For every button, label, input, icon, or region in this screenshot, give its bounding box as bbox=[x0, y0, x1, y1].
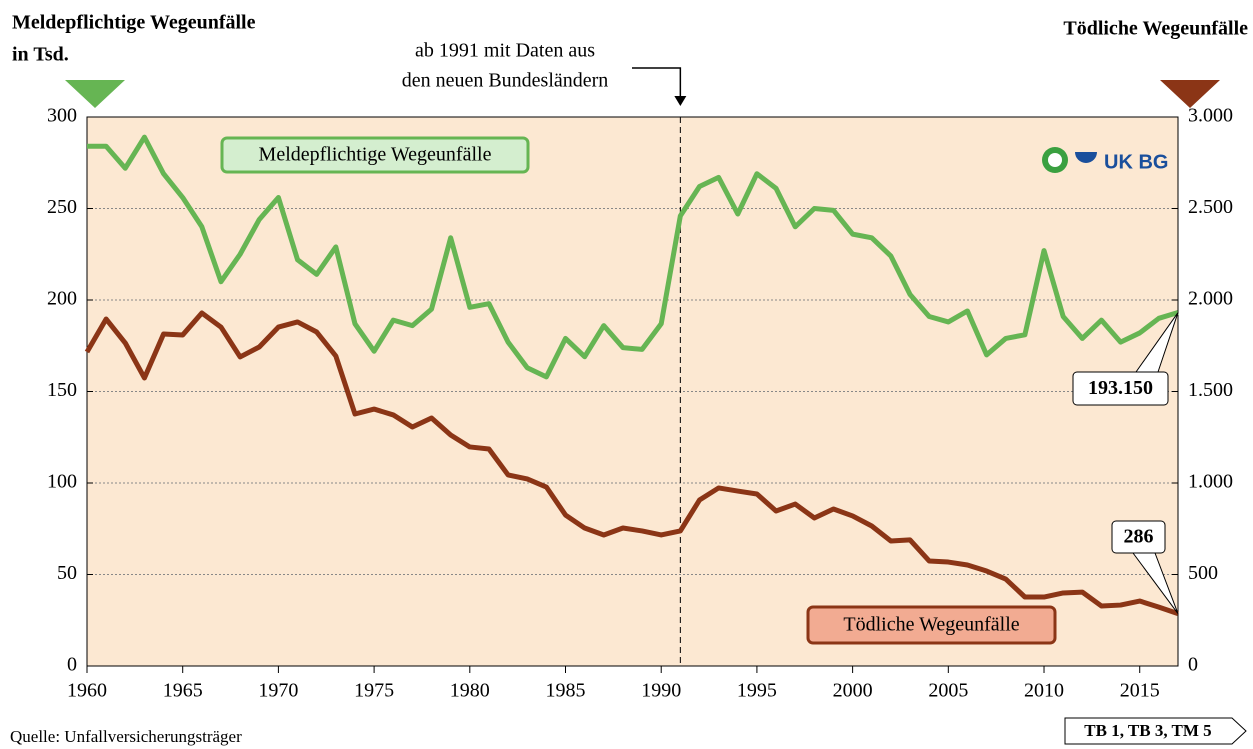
annotation-arrowhead bbox=[674, 96, 687, 106]
y2-tick-label: 2.500 bbox=[1188, 196, 1233, 218]
callout-box bbox=[1072, 371, 1169, 406]
value-label: 286 bbox=[1124, 526, 1154, 548]
callout-pointer bbox=[1135, 312, 1179, 373]
x-tick-label: 1975 bbox=[354, 680, 394, 702]
value-label: 193.150 bbox=[1088, 377, 1153, 399]
y-tick-label: 200 bbox=[47, 288, 77, 310]
chart-layer: 0 50 100 150 200 250 300 0 500 1.000 1.500 2.000 2.5… bbox=[47, 40, 1233, 702]
y2-tick-label: 1.000 bbox=[1188, 471, 1233, 493]
y2-tick-label: 2.000 bbox=[1188, 288, 1233, 310]
y2-tick-label: 1.500 bbox=[1188, 379, 1233, 401]
x-tick-label: 1965 bbox=[163, 680, 203, 702]
x-tick-label: 1985 bbox=[546, 680, 586, 702]
y-title-line1: Meldepflichtige Wegeunfälle bbox=[12, 12, 256, 34]
badge: TB 1, TB 3, TM 5 bbox=[1084, 721, 1211, 740]
logo-text: UK BG bbox=[1104, 151, 1168, 173]
source: Quelle: Unfallversicherungsträger bbox=[10, 727, 242, 746]
legend-label: Tödliche Wegeunfälle bbox=[843, 614, 1019, 636]
logo-icon-2 bbox=[1075, 152, 1097, 163]
y-tick-label: 50 bbox=[57, 562, 77, 584]
y2-tick-label: 3.000 bbox=[1188, 105, 1233, 127]
x-tick-label: 2010 bbox=[1024, 680, 1064, 702]
y-tick-label: 0 bbox=[67, 654, 77, 676]
y-tick-label: 250 bbox=[47, 196, 77, 218]
legend-box bbox=[806, 605, 1057, 645]
logo-icon-inner bbox=[1048, 153, 1062, 167]
legend-box bbox=[220, 136, 530, 174]
y2-tick-label: 500 bbox=[1188, 562, 1218, 584]
y-title-line2: in Tsd. bbox=[12, 44, 69, 66]
annotation-line1: ab 1991 mit Daten aus bbox=[415, 40, 595, 62]
x-tick-label: 2015 bbox=[1120, 680, 1160, 702]
y2-title: Tödliche Wegeunfälle bbox=[1063, 18, 1248, 40]
callout-box bbox=[1111, 520, 1166, 554]
x-tick-label: 2000 bbox=[833, 680, 873, 702]
x-tick-label: 1970 bbox=[258, 680, 298, 702]
annotation-arrow bbox=[632, 67, 682, 100]
y2-marker bbox=[1160, 80, 1220, 108]
legend-label: Meldepflichtige Wegeunfälle bbox=[259, 144, 492, 166]
y-marker bbox=[65, 80, 125, 108]
callout-pointer bbox=[1132, 552, 1179, 614]
y2-tick-label: 0 bbox=[1188, 654, 1198, 676]
series-line bbox=[87, 134, 1179, 380]
x-tick-label: 2005 bbox=[928, 680, 968, 702]
badge-box bbox=[1064, 717, 1247, 745]
x-tick-label: 1990 bbox=[641, 680, 681, 702]
y-tick-label: 100 bbox=[47, 471, 77, 493]
y-tick-label: 300 bbox=[47, 105, 77, 127]
x-tick-label: 1980 bbox=[450, 680, 490, 702]
series-line bbox=[84, 310, 1179, 617]
x-tick-label: 1995 bbox=[737, 680, 777, 702]
annotation-line2: den neuen Bundesländern bbox=[402, 70, 609, 92]
y-tick-label: 150 bbox=[47, 379, 77, 401]
plot-frame bbox=[86, 116, 1179, 667]
x-tick-label: 1960 bbox=[67, 680, 107, 702]
